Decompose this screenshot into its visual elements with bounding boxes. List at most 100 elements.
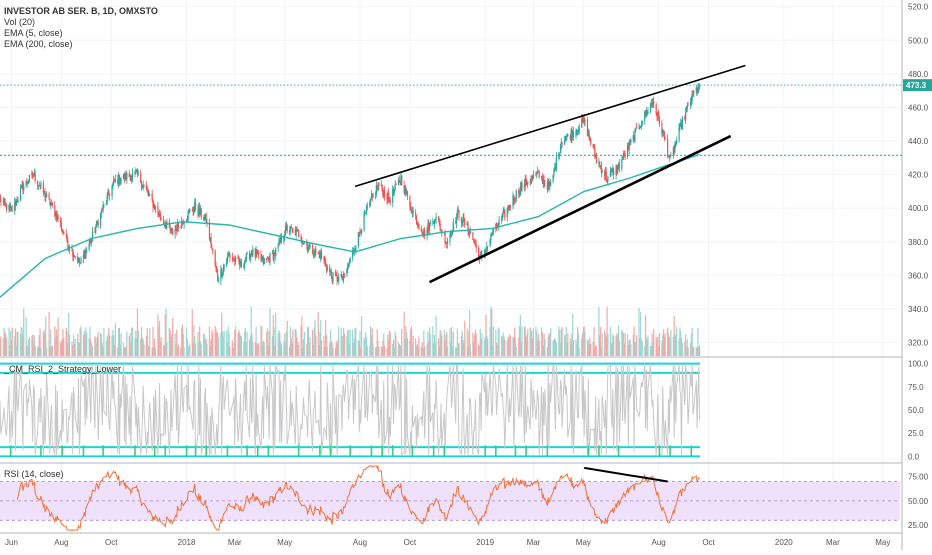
date-tick-label: Oct	[404, 538, 417, 547]
volume-bar	[194, 336, 196, 356]
candle-body	[455, 217, 458, 224]
volume-bar	[168, 327, 170, 356]
candle-body	[387, 192, 389, 201]
candle-body	[216, 268, 218, 273]
candle-body	[532, 176, 534, 179]
candle-body	[576, 130, 578, 131]
rsi2-buy-marker	[134, 445, 136, 457]
candle-body	[469, 233, 471, 235]
volume-bar	[320, 340, 323, 356]
candle-body	[126, 173, 128, 179]
candle-body	[698, 84, 700, 89]
candle-body	[366, 206, 368, 208]
volume-bar	[57, 317, 59, 356]
candle-body	[418, 224, 420, 229]
volume-bar	[23, 308, 25, 356]
upper-trendline	[354, 64, 746, 188]
volume-bar	[616, 332, 618, 356]
indicator-vol[interactable]: Vol (20)	[4, 17, 36, 27]
volume-bar	[329, 342, 331, 356]
candle-body	[91, 231, 94, 239]
indicator-ema5[interactable]: EMA (5, close)	[4, 28, 63, 38]
rsi14-title[interactable]: RSI (14, close)	[4, 469, 64, 479]
volume-bar	[74, 338, 76, 356]
volume-bar	[199, 341, 202, 356]
candle-body	[61, 229, 63, 231]
volume-bar	[519, 314, 521, 356]
volume-bar	[599, 334, 601, 356]
candle-body	[63, 232, 65, 234]
candle-body	[626, 145, 629, 157]
volume-bar	[119, 344, 121, 356]
volume-bar	[446, 346, 449, 356]
candle-body	[315, 249, 317, 253]
candle-body	[68, 247, 71, 251]
candle-body	[680, 122, 682, 125]
candle-body	[271, 252, 274, 254]
candle-body	[164, 224, 166, 228]
volume-bar	[136, 338, 138, 356]
candle-body	[664, 137, 666, 139]
candle-body	[347, 264, 350, 265]
volume-bar	[638, 307, 640, 356]
volume-bar	[504, 339, 506, 356]
candle-body	[388, 192, 390, 200]
candle-body	[10, 207, 12, 209]
candle-body	[28, 174, 31, 182]
volume-bar	[303, 331, 305, 356]
volume-bar	[691, 327, 693, 356]
candle-body	[357, 232, 359, 247]
volume-bar	[244, 330, 246, 356]
candle-body	[464, 219, 466, 226]
candle-body	[668, 156, 670, 158]
volume-bar	[94, 336, 96, 356]
symbol-title[interactable]: INVESTOR AB SER. B, 1D, OMXSTO	[4, 6, 158, 16]
candle-body	[610, 170, 612, 172]
candle-body	[187, 211, 189, 219]
volume-bar	[509, 334, 511, 356]
candle-body	[137, 172, 139, 174]
volume-bar	[543, 333, 545, 356]
volume-bar	[324, 346, 326, 356]
volume-bar	[555, 342, 557, 356]
candle-body	[359, 232, 361, 234]
volume-bar	[15, 346, 17, 356]
volume-bar	[567, 332, 569, 356]
volume-bar	[467, 346, 469, 356]
volume-bar	[633, 326, 635, 356]
rsi2-title[interactable]: _CM_RSI_2_Strategy_Lower	[4, 364, 122, 374]
volume-bar	[537, 333, 539, 356]
candle-body	[651, 102, 653, 104]
volume-bar	[279, 332, 281, 356]
candle-body	[143, 185, 145, 187]
volume-bar	[100, 333, 102, 356]
candle-body	[82, 255, 85, 259]
candle-body	[632, 135, 634, 140]
candle-body	[679, 124, 681, 128]
candle-body	[200, 208, 202, 217]
volume-bar	[640, 311, 642, 356]
volume-bar	[73, 334, 75, 356]
volume-bar	[673, 316, 675, 356]
price-tick-label: 400.0	[908, 204, 929, 213]
volume-bar	[226, 342, 229, 356]
candle-body	[246, 252, 248, 255]
volume-bar	[278, 329, 280, 356]
candle-body	[80, 258, 82, 264]
rsi14-legend: RSI (14, close)	[4, 469, 64, 480]
volume-bar	[50, 329, 52, 356]
candle-body	[623, 152, 625, 155]
indicator-ema200[interactable]: EMA (200, close)	[4, 39, 73, 49]
volume-bar	[250, 306, 252, 356]
volume-bar	[503, 335, 505, 356]
volume-bar	[685, 334, 687, 356]
volume-bar	[170, 336, 172, 356]
trendlines[interactable]	[354, 64, 746, 284]
candle-body	[383, 190, 386, 198]
volume-bar	[598, 306, 600, 356]
volume-bar	[487, 338, 489, 356]
candle-body	[485, 250, 487, 253]
volume-bar	[176, 347, 179, 356]
candle-body	[100, 212, 102, 226]
